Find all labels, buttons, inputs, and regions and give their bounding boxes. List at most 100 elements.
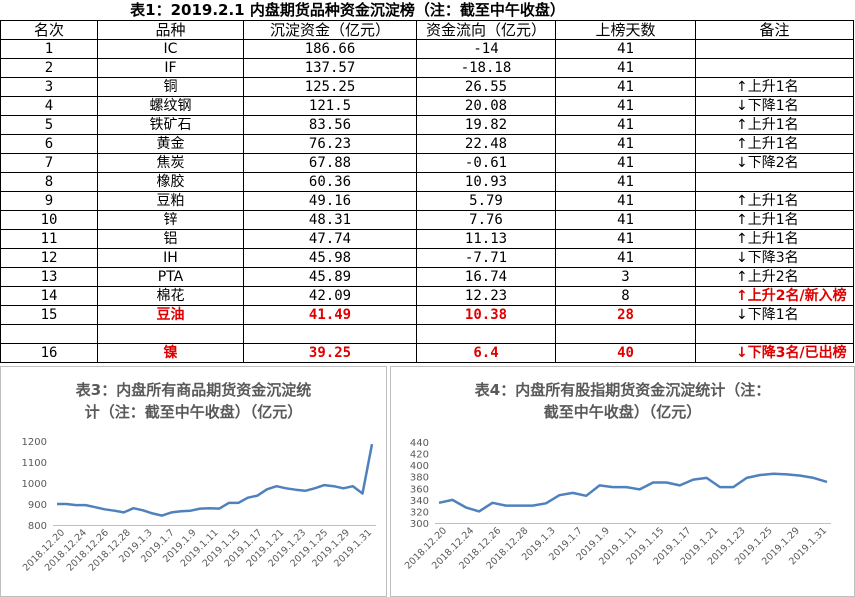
arrow-up-icon: ↑ xyxy=(736,79,748,95)
name-cell: 焦炭 xyxy=(97,153,244,173)
table-row: 11 铝 47.74 11.13 41 ↑上升1名 xyxy=(0,229,854,249)
rank-cell: 11 xyxy=(0,229,98,249)
chart3-panel: 表3：内盘所有商品期货资金沉淀统 计（注：截至中午收盘）（亿元） 1200 110… xyxy=(0,366,387,597)
note-cell: ↑上升1名 xyxy=(695,115,854,135)
note-text: 上升1名 xyxy=(747,231,799,247)
fund-cell: 45.98 xyxy=(243,248,417,268)
note-text: 上升2名 xyxy=(747,269,799,285)
note-text: 上升1名 xyxy=(747,117,799,133)
flow-cell: 20.08 xyxy=(416,96,556,116)
rank-cell: 12 xyxy=(0,248,98,268)
arrow-up-icon: ↑ xyxy=(736,193,748,209)
name-cell: IF xyxy=(97,58,244,78)
header-flow: 资金流向（亿元） xyxy=(416,20,556,40)
days-cell: 41 xyxy=(555,191,696,211)
note-text: 上升1名 xyxy=(747,193,799,209)
name-cell: 棉花 xyxy=(97,286,244,306)
fund-cell: 125.25 xyxy=(243,77,417,97)
series-line xyxy=(57,443,374,517)
days-cell: 41 xyxy=(555,39,696,59)
ranking-table: 名次 品种 沉淀资金（亿元） 资金流向（亿元） 上榜天数 备注 1 IC 186.6… xyxy=(0,20,854,363)
fund-cell: 48.31 xyxy=(243,210,417,230)
table-row: 13 PTA 45.89 16.74 3 ↑上升2名 xyxy=(0,267,854,287)
table-row: 5 铁矿石 83.56 19.82 41 ↑上升1名 xyxy=(0,115,854,135)
name-cell: 豆油 xyxy=(97,305,244,325)
days-cell: 40 xyxy=(555,343,696,363)
rank-cell: 7 xyxy=(0,153,98,173)
flow-cell: -14 xyxy=(416,39,556,59)
fund-cell: 45.89 xyxy=(243,267,417,287)
empty-cell xyxy=(0,324,98,344)
name-cell: 黄金 xyxy=(97,134,244,154)
days-cell: 41 xyxy=(555,115,696,135)
flow-cell: 12.23 xyxy=(416,286,556,306)
note-cell: ↓下降1名 xyxy=(695,96,854,116)
arrow-up-icon: ↑ xyxy=(736,231,748,247)
y-tick-label: 900 xyxy=(28,500,47,511)
days-cell: 8 xyxy=(555,286,696,306)
note-cell: ↑上升2名/新入榜 xyxy=(695,286,854,306)
y-tick-label: 800 xyxy=(28,521,47,532)
arrow-down-icon: ↓ xyxy=(736,98,748,114)
table-row: 15 豆油 41.49 10.38 28 ↓下降1名 xyxy=(0,305,854,325)
note-text: 上升1名 xyxy=(747,212,799,228)
days-cell: 41 xyxy=(555,77,696,97)
days-cell: 28 xyxy=(555,305,696,325)
chart4-title-line1: 表4：内盘所有股指期货资金沉淀统计（注： xyxy=(474,381,771,399)
header-note: 备注 xyxy=(695,20,854,40)
chart4-svg: 4404204003803603403203002018.12.202018.1… xyxy=(403,438,831,572)
table-row: 10 锌 48.31 7.76 41 ↑上升1名 xyxy=(0,210,854,230)
days-cell: 41 xyxy=(555,153,696,173)
empty-cell xyxy=(97,324,244,344)
flow-cell: 22.48 xyxy=(416,134,556,154)
flow-cell: 7.76 xyxy=(416,210,556,230)
name-cell: IH xyxy=(97,248,244,268)
blank-row xyxy=(0,324,854,344)
table-row: 12 IH 45.98 -7.71 41 ↓下降3名 xyxy=(0,248,854,268)
days-cell: 41 xyxy=(555,229,696,249)
name-cell: 锌 xyxy=(97,210,244,230)
name-cell: IC xyxy=(97,39,244,59)
name-cell: 螺纹钢 xyxy=(97,96,244,116)
table-row: 4 螺纹钢 121.5 20.08 41 ↓下降1名 xyxy=(0,96,854,116)
rank-cell: 3 xyxy=(0,77,98,97)
fund-cell: 39.25 xyxy=(243,343,417,363)
note-cell: ↑上升1名 xyxy=(695,77,854,97)
note-cell: ↑上升1名 xyxy=(695,191,854,211)
note-text: 下降3名 xyxy=(747,250,799,266)
note-cell: ↓下降3名 xyxy=(695,248,854,268)
rank-cell: 1 xyxy=(0,39,98,59)
y-tick-label: 440 xyxy=(410,438,429,449)
header-rank: 名次 xyxy=(0,20,98,40)
name-cell: 铜 xyxy=(97,77,244,97)
y-tick-label: 1000 xyxy=(22,479,47,490)
header-name: 品种 xyxy=(97,20,244,40)
flow-cell: 11.13 xyxy=(416,229,556,249)
table-header-row: 名次 品种 沉淀资金（亿元） 资金流向（亿元） 上榜天数 备注 xyxy=(0,20,854,40)
flow-cell: -0.61 xyxy=(416,153,556,173)
chart3-title-line2: 计（注：截至中午收盘）（亿元） xyxy=(84,403,303,421)
rank-cell: 4 xyxy=(0,96,98,116)
note-cell: ↑上升2名 xyxy=(695,267,854,287)
y-tick-label: 320 xyxy=(410,507,429,518)
fund-cell: 47.74 xyxy=(243,229,417,249)
note-cell: ↓下降3名/已出榜 xyxy=(695,343,854,363)
table-row: 6 黄金 76.23 22.48 41 ↑上升1名 xyxy=(0,134,854,154)
rank-cell: 13 xyxy=(0,267,98,287)
flow-cell: 6.4 xyxy=(416,343,556,363)
days-cell: 41 xyxy=(555,172,696,192)
note-text: 下降3名/已出榜 xyxy=(747,345,847,361)
y-tick-label: 400 xyxy=(410,461,429,472)
name-cell: 橡胶 xyxy=(97,172,244,192)
rank-cell: 16 xyxy=(0,343,98,363)
note-cell: ↑上升1名 xyxy=(695,134,854,154)
name-cell: 镍 xyxy=(97,343,244,363)
days-cell: 41 xyxy=(555,134,696,154)
ranking-table-body: 名次 品种 沉淀资金（亿元） 资金流向（亿元） 上榜天数 备注 1 IC 186.6… xyxy=(0,20,854,363)
flow-cell: -18.18 xyxy=(416,58,556,78)
days-cell: 41 xyxy=(555,248,696,268)
empty-cell xyxy=(243,324,417,344)
flow-cell: -7.71 xyxy=(416,248,556,268)
chart3-title-line1: 表3：内盘所有商品期货资金沉淀统 xyxy=(75,381,312,399)
